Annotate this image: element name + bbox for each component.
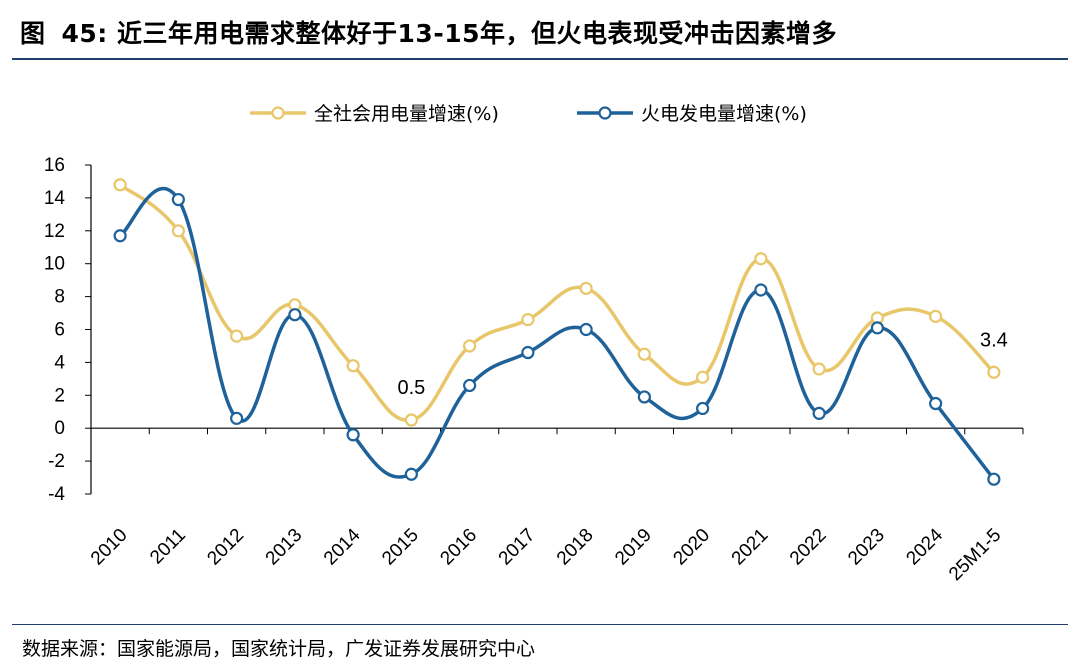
x-tick-label: 2014: [320, 524, 365, 569]
x-tick-label: 2021: [728, 525, 773, 570]
x-tick-label: 2019: [611, 525, 656, 570]
y-tick-label: -4: [48, 484, 65, 505]
x-tick-label: 2020: [669, 525, 714, 570]
x-tick-label: 2017: [495, 525, 540, 570]
data-label: 3.4: [980, 329, 1008, 351]
x-tick-label: 2016: [436, 525, 481, 570]
series-2-point: [987, 472, 1001, 486]
series-1-point: [637, 347, 651, 361]
series-1-point: [521, 313, 535, 327]
series-1-point: [696, 370, 710, 384]
series-2-point: [404, 467, 418, 481]
x-tick-label: 2010: [87, 525, 132, 570]
series-1-point: [346, 359, 360, 373]
series-1-point: [463, 339, 477, 353]
figure-number: 45:: [61, 19, 108, 48]
y-tick-label: 12: [44, 221, 65, 242]
series-2-point: [346, 428, 360, 442]
series-1-point: [579, 281, 593, 295]
x-tick-label: 2022: [786, 525, 831, 570]
figure-title: 图 45: 近三年用电需求整体好于13-15年，但火电表现受冲击因素增多: [20, 14, 837, 50]
series-2-point: [579, 322, 593, 337]
x-tick-label: 2018: [553, 525, 598, 570]
footer-rule: [12, 624, 1068, 625]
x-tick-label: 2023: [844, 525, 889, 570]
series-1-point: [812, 362, 826, 376]
y-tick-label: 8: [54, 287, 65, 308]
series-2-point: [171, 192, 185, 207]
series-1-point: [230, 329, 244, 343]
y-tick-label: 10: [44, 254, 65, 275]
series-2-point: [754, 283, 768, 297]
y-tick-label: 16: [44, 155, 65, 176]
series-1-point: [754, 252, 768, 266]
y-tick-label: 14: [44, 188, 66, 209]
series-2-point: [696, 401, 710, 416]
x-tick-label: 25M1-5: [945, 525, 1005, 585]
y-tick-label: 6: [54, 320, 65, 341]
legend-marker-2: [598, 106, 612, 120]
x-tick-label: 2011: [146, 525, 190, 569]
y-tick-label: 0: [54, 418, 65, 439]
y-tick-label: 4: [54, 352, 65, 373]
series-line-2: [118, 187, 996, 481]
series-2-point: [230, 411, 244, 425]
x-tick-label: 2013: [262, 525, 307, 570]
series-1-point: [113, 178, 127, 192]
source-note: 数据来源：国家能源局，国家统计局，广发证券发展研究中心: [22, 638, 536, 660]
series-2-point: [288, 308, 302, 322]
x-tick-label: 2024: [902, 524, 947, 569]
line-chart: -4 -2 0 2 4 6 8 10 12 14 16 2010 2011 2012 2013 2014 201…: [44, 103, 1024, 585]
y-tick-label: 2: [54, 385, 65, 406]
figure-title-text: 近三年用电需求整体好于13-15年，但火电表现受冲击因素增多: [117, 19, 837, 48]
figure-label: 图: [20, 19, 46, 48]
series-line-1: [119, 183, 996, 422]
series-2-point: [870, 321, 884, 335]
series-2-point: [113, 229, 127, 243]
series-2-point: [812, 406, 826, 420]
series-2-point: [463, 378, 477, 393]
series-1-point: [987, 365, 1001, 379]
series-1-point: [404, 413, 418, 427]
series-2-point: [637, 390, 651, 404]
data-label: 0.5: [397, 377, 425, 399]
series-2-point: [929, 396, 943, 411]
series-1-point: [171, 224, 185, 238]
x-tick-label: 2015: [378, 525, 423, 570]
series-2-point: [521, 345, 535, 360]
legend-marker-1: [271, 106, 285, 120]
x-tick-label: 2012: [203, 525, 248, 570]
title-rule: [12, 58, 1068, 60]
series-1-point: [929, 309, 943, 323]
y-tick-label: -2: [48, 451, 65, 472]
legend-label-2: 火电发电量增速(%): [641, 103, 807, 125]
legend-label-1: 全社会用电量增速(%): [314, 103, 499, 125]
